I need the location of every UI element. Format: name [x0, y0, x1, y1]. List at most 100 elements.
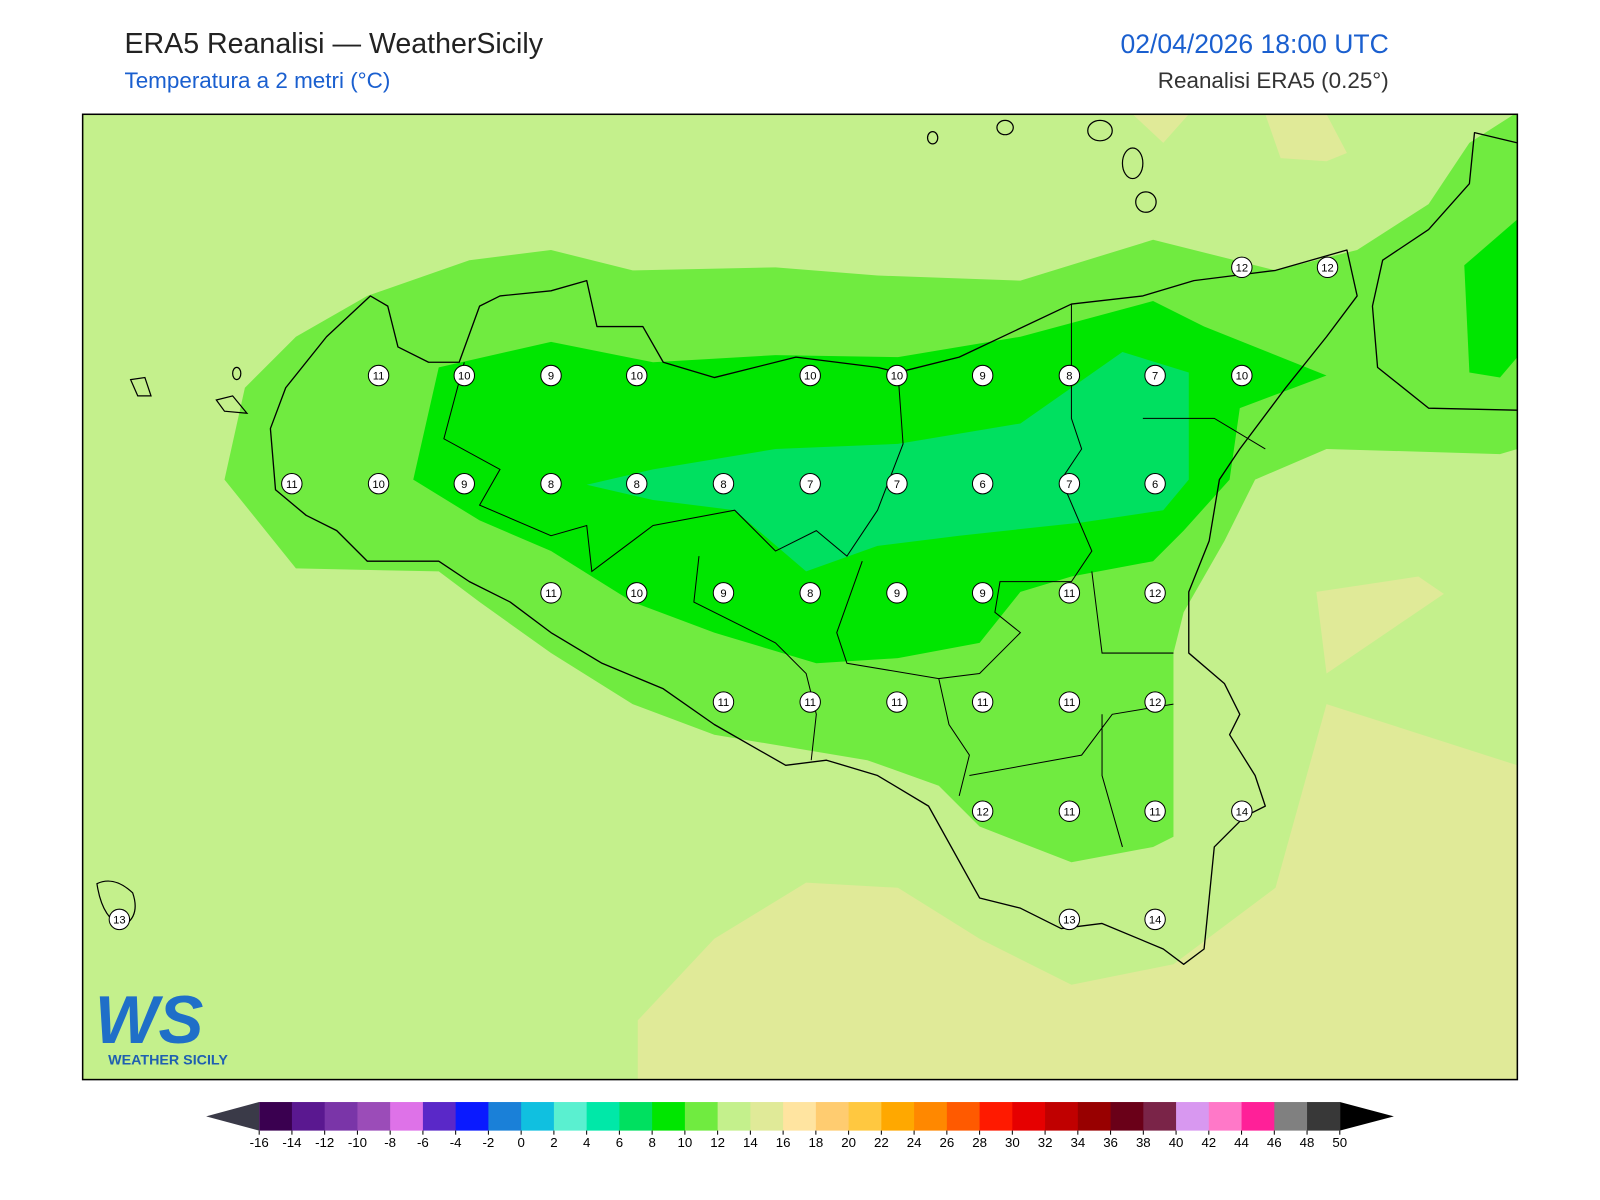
- map-frame: [81, 113, 1519, 1081]
- colorbar-swatch: [1176, 1102, 1210, 1131]
- colorbar-tick-label: 42: [1201, 1135, 1216, 1150]
- label-marker: [1058, 800, 1081, 822]
- label-value: 10: [458, 371, 470, 383]
- label-marker: [1144, 582, 1166, 604]
- colorbar-tick-label: 40: [1169, 1135, 1184, 1150]
- label-marker: [1058, 582, 1081, 604]
- label-value: 13: [1063, 914, 1075, 926]
- label-value: 12: [1236, 262, 1248, 274]
- colorbar-tick-label: 20: [841, 1135, 856, 1150]
- field-6-8: [586, 352, 1189, 572]
- label-marker: [1058, 472, 1081, 495]
- colorbar-tick-label: 12: [710, 1135, 725, 1150]
- colorbar-tick-label: 48: [1300, 1135, 1315, 1150]
- label-value: 10: [372, 479, 384, 491]
- colorbar-swatch: [1208, 1102, 1243, 1131]
- colorbar-swatch: [881, 1102, 915, 1131]
- colorbar-tick-label: 0: [517, 1135, 524, 1150]
- field-14-16: [637, 704, 1518, 1080]
- label-marker: [971, 472, 994, 495]
- label-marker: [1144, 908, 1166, 931]
- label-marker: [1058, 908, 1081, 931]
- label-marker: [453, 472, 475, 495]
- label-marker: [1144, 472, 1166, 495]
- label-value: 11: [286, 479, 298, 491]
- islands: [96, 119, 1157, 928]
- colorbar-swatch: [652, 1102, 686, 1131]
- label-value: 11: [891, 697, 903, 709]
- colorbar-swatch: [488, 1102, 522, 1131]
- label-value: 9: [894, 588, 900, 600]
- colorbar-tick-label: 2: [550, 1135, 557, 1150]
- label-marker: [971, 582, 994, 604]
- logo-mark: WS: [95, 983, 204, 1058]
- label-marker: [886, 582, 908, 604]
- label-value: 7: [1152, 371, 1158, 383]
- colorbar-swatch: [848, 1102, 882, 1131]
- colorbar-tick-label: 24: [907, 1135, 922, 1150]
- label-value: 6: [980, 479, 986, 491]
- label-marker: [886, 691, 908, 713]
- label-marker: [971, 691, 994, 713]
- label-marker: [886, 472, 908, 495]
- label-value: 12: [1149, 697, 1161, 709]
- label-marker: [108, 908, 131, 931]
- colorbar-tick-label: -12: [315, 1135, 334, 1150]
- field-14-16: [1132, 114, 1189, 143]
- colorbar-tick-label: -6: [417, 1135, 429, 1150]
- label-value: 14: [1236, 806, 1248, 818]
- logo: WS WEATHER SICILY: [95, 983, 228, 1068]
- colorbar-swatch: [619, 1102, 653, 1131]
- colorbar-swatch: [357, 1102, 391, 1131]
- label-marker: [1058, 691, 1081, 713]
- label-marker: [799, 691, 821, 713]
- label-marker: [712, 582, 735, 604]
- label-value: 11: [1064, 806, 1076, 818]
- logo-name: WEATHER SICILY: [108, 1052, 228, 1068]
- label-marker: [712, 691, 735, 713]
- colorbar-tick-label: 4: [583, 1135, 590, 1150]
- label-marker: [1058, 364, 1081, 387]
- colorbar-swatch: [553, 1102, 588, 1131]
- label-value: 11: [1149, 806, 1161, 818]
- label-value: 9: [548, 371, 554, 383]
- label-marker: [540, 472, 562, 495]
- label-value: 7: [1066, 479, 1072, 491]
- label-value: 7: [807, 479, 813, 491]
- colorbar-swatch: [979, 1102, 1013, 1131]
- colorbar-tick-label: 38: [1136, 1135, 1151, 1150]
- colorbar-tick-label: 6: [616, 1135, 623, 1150]
- colorbar-tick-label: 18: [808, 1135, 823, 1150]
- colorbar-tick-label: 46: [1267, 1135, 1282, 1150]
- label-marker: [971, 364, 994, 387]
- label-value: 10: [1236, 371, 1248, 383]
- label-value: 12: [976, 806, 988, 818]
- label-value: 11: [1064, 697, 1076, 709]
- label-marker: [1316, 256, 1339, 279]
- label-value: 9: [461, 479, 467, 491]
- label-value: 9: [980, 371, 986, 383]
- label-marker: [367, 472, 390, 495]
- colorbar-swatch: [390, 1102, 424, 1131]
- colorbar-tick-label: 30: [1005, 1135, 1020, 1150]
- colorbar-tick-label: 8: [648, 1135, 655, 1150]
- colorbar-swatch: [914, 1102, 948, 1131]
- label-marker: [1231, 800, 1253, 822]
- label-value: 12: [1321, 262, 1333, 274]
- label-marker: [971, 800, 994, 822]
- field-14-16: [1316, 576, 1444, 674]
- colorbar-swatch: [684, 1102, 719, 1131]
- colorbar-swatch: [324, 1102, 358, 1131]
- label-value: 13: [113, 914, 125, 926]
- label-marker: [1231, 256, 1253, 279]
- colorbar-swatch: [750, 1102, 784, 1131]
- label-value: 11: [1064, 588, 1076, 600]
- colorbar-swatch: [1077, 1102, 1112, 1131]
- colorbar-swatch: [521, 1102, 555, 1131]
- label-marker: [540, 582, 562, 604]
- colorbar-tick-label: 16: [776, 1135, 791, 1150]
- label-marker: [1231, 364, 1253, 387]
- colorbar-tick-label: 28: [972, 1135, 987, 1150]
- colorbar-swatch: [422, 1102, 457, 1131]
- label-value: 11: [977, 697, 989, 709]
